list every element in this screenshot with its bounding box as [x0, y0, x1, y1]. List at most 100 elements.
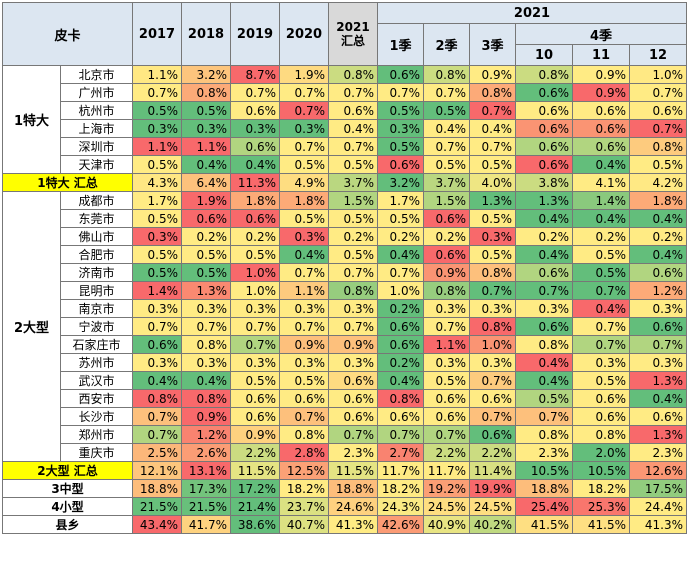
year-header: 2019 [230, 2, 280, 66]
value-cell: 0.8% [423, 281, 470, 300]
table-row: 东莞市 0.5% 0.6% 0.6% 0.5% 0.5% 0.5% 0.6% 0.5% 0.4% 0… [3, 209, 687, 228]
value-cell: 0.5% [181, 101, 231, 120]
summary-line: 2021 [336, 20, 370, 34]
value-cell: 1.3% [181, 281, 231, 300]
value-cell: 2.3% [629, 443, 687, 462]
value-cell: 0.7% [377, 83, 424, 102]
table-row: 天津市 0.5% 0.4% 0.4% 0.5% 0.5% 0.6% 0.5% 0.5% 0.6% 0… [3, 155, 687, 174]
value-cell: 0.3% [328, 299, 378, 318]
value-cell: 0.7% [469, 101, 516, 120]
value-cell: 0.8% [181, 335, 231, 354]
value-cell: 0.7% [423, 317, 470, 336]
value-cell: 0.6% [279, 389, 329, 408]
value-cell: 18.2% [279, 479, 329, 498]
value-cell: 0.2% [181, 227, 231, 246]
value-cell: 13.1% [181, 461, 231, 480]
value-cell: 12.1% [132, 461, 182, 480]
value-cell: 3.8% [515, 173, 573, 192]
value-cell: 0.6% [572, 119, 630, 138]
value-cell: 0.5% [572, 371, 630, 390]
table-row: 长沙市 0.7% 0.9% 0.6% 0.7% 0.6% 0.6% 0.6% 0.7% 0.7% 0… [3, 407, 687, 426]
table-row: 广州市 0.7% 0.8% 0.7% 0.7% 0.7% 0.7% 0.7% 0.8% 0.6% 0… [3, 83, 687, 102]
value-cell: 3.2% [377, 173, 424, 192]
table-row: 郑州市 0.7% 1.2% 0.9% 0.8% 0.7% 0.7% 0.7% 0.6% 0.8% 0… [3, 425, 687, 444]
value-cell: 0.4% [279, 245, 329, 264]
city-label: 东莞市 [60, 209, 133, 228]
value-cell: 0.6% [572, 407, 630, 426]
value-cell: 0.7% [279, 83, 329, 102]
value-cell: 0.3% [230, 353, 280, 372]
month-header: 11 [572, 44, 630, 66]
value-cell: 0.8% [132, 389, 182, 408]
value-cell: 0.7% [469, 281, 516, 300]
value-cell: 0.5% [181, 263, 231, 282]
city-label: 佛山市 [60, 227, 133, 246]
value-cell: 0.4% [230, 155, 280, 174]
value-cell: 1.3% [469, 191, 516, 210]
value-cell: 0.7% [469, 137, 516, 156]
value-cell: 0.6% [423, 407, 470, 426]
value-cell: 0.6% [572, 137, 630, 156]
value-cell: 4.0% [469, 173, 516, 192]
value-cell: 0.3% [132, 119, 182, 138]
summary-line: 汇总 [340, 34, 365, 48]
value-cell: 1.1% [132, 137, 182, 156]
value-cell: 24.4% [629, 497, 687, 516]
value-cell: 0.4% [377, 245, 424, 264]
quarter-header: 1季 [377, 23, 424, 66]
value-cell: 18.2% [572, 479, 630, 498]
month-header: 10 [515, 44, 573, 66]
table-row: 佛山市 0.3% 0.2% 0.2% 0.3% 0.2% 0.2% 0.2% 0.3% 0.2% 0… [3, 227, 687, 246]
value-cell: 0.8% [279, 425, 329, 444]
value-cell: 0.8% [469, 317, 516, 336]
value-cell: 0.8% [515, 425, 573, 444]
value-cell: 0.7% [279, 317, 329, 336]
value-cell: 41.3% [629, 515, 687, 534]
table-row: 3中型 18.8% 17.3% 17.2% 18.2% 18.8% 18.2% 19.2% 19… [2, 479, 687, 498]
value-cell: 0.2% [230, 227, 280, 246]
value-cell: 18.8% [515, 479, 573, 498]
value-cell: 8.7% [230, 65, 280, 84]
value-cell: 0.6% [328, 371, 378, 390]
value-cell: 0.5% [572, 245, 630, 264]
value-cell: 4.9% [279, 173, 329, 192]
value-cell: 0.6% [629, 317, 687, 336]
value-cell: 0.3% [279, 119, 329, 138]
value-cell: 18.8% [328, 479, 378, 498]
value-cell: 11.7% [423, 461, 470, 480]
value-cell: 0.6% [377, 155, 424, 174]
value-cell: 0.9% [572, 83, 630, 102]
city-label: 苏州市 [60, 353, 133, 372]
value-cell: 0.7% [328, 83, 378, 102]
value-cell: 0.9% [279, 335, 329, 354]
value-cell: 23.7% [279, 497, 329, 516]
value-cell: 0.3% [469, 299, 516, 318]
value-cell: 1.3% [629, 371, 687, 390]
value-cell: 0.7% [279, 101, 329, 120]
value-cell: 0.5% [469, 155, 516, 174]
value-cell: 0.6% [377, 65, 424, 84]
value-cell: 3.2% [181, 65, 231, 84]
value-cell: 0.5% [328, 245, 378, 264]
value-cell: 0.9% [572, 65, 630, 84]
value-cell: 0.7% [230, 83, 280, 102]
value-cell: 0.4% [515, 209, 573, 228]
value-cell: 0.6% [230, 137, 280, 156]
value-cell: 0.3% [515, 299, 573, 318]
value-cell: 1.8% [279, 191, 329, 210]
value-cell: 0.8% [515, 335, 573, 354]
value-cell: 25.4% [515, 497, 573, 516]
value-cell: 0.6% [132, 335, 182, 354]
city-label: 昆明市 [60, 281, 133, 300]
value-cell: 19.9% [469, 479, 516, 498]
value-cell: 0.8% [629, 137, 687, 156]
value-cell: 0.6% [572, 101, 630, 120]
header-title: 皮卡 [2, 2, 133, 66]
value-cell: 41.5% [515, 515, 573, 534]
value-cell: 0.5% [377, 101, 424, 120]
value-cell: 43.4% [132, 515, 182, 534]
value-cell: 11.5% [230, 461, 280, 480]
value-cell: 11.7% [377, 461, 424, 480]
value-cell: 1.2% [181, 425, 231, 444]
group-label: 2大型 [2, 191, 61, 462]
